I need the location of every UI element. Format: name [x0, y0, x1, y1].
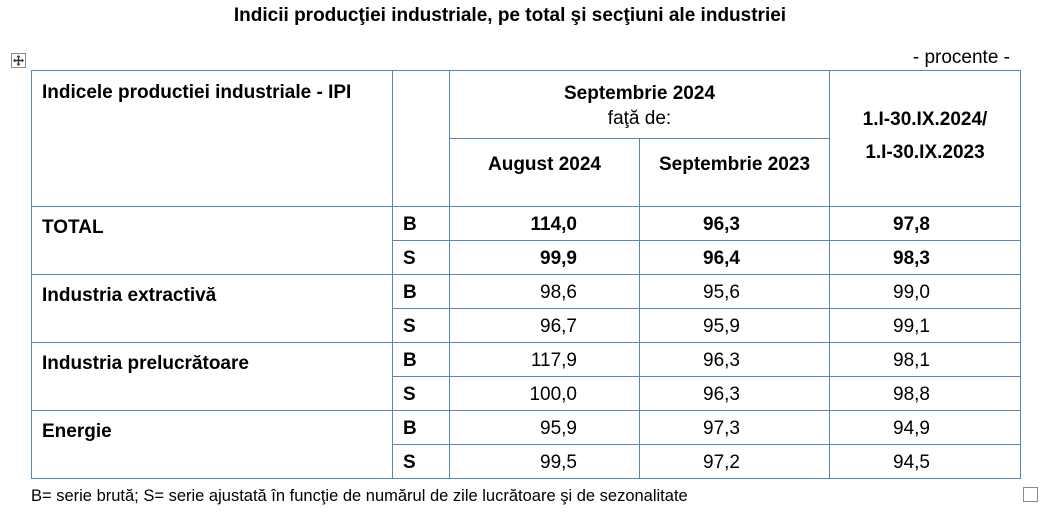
paragraph-end-marker-icon: [1023, 487, 1038, 502]
series-code: B: [392, 274, 450, 309]
header-code-cell: [392, 70, 450, 207]
value-period: 94,5: [829, 444, 1021, 479]
value-period: 98,1: [829, 342, 1021, 377]
table-row-energy-b: Energie B 95,9 97,3 94,9: [31, 410, 1021, 479]
header-row-label: Indicele productiei industriale - IPI: [31, 70, 393, 207]
value-prev-month: 99,5: [449, 444, 640, 479]
header-period-cell: 1.I-30.IX.2024/ 1.I-30.IX.2023: [829, 70, 1021, 207]
header-period-line1: 1.I-30.IX.2024/: [862, 109, 988, 130]
row-label: Industria prelucrătoare: [31, 342, 393, 411]
value-period: 98,3: [829, 240, 1021, 275]
series-code: S: [392, 240, 450, 275]
series-code: S: [392, 376, 450, 411]
value-prev-month: 95,9: [449, 410, 640, 445]
header-prev-year: Septembrie 2023: [639, 138, 830, 207]
header-prev-month: August 2024: [449, 138, 640, 207]
value-period: 97,8: [829, 206, 1021, 241]
value-prev-year: 97,2: [639, 444, 830, 479]
value-prev-year: 96,3: [639, 206, 830, 241]
value-prev-month: 117,9: [449, 342, 640, 377]
header-month: Septembrie 2024: [563, 83, 716, 104]
table-move-handle-icon[interactable]: [11, 53, 26, 68]
value-prev-year: 96,3: [639, 376, 830, 411]
row-label: Industria extractivă: [31, 274, 393, 343]
page-title: Indicii producţiei industriale, pe total…: [233, 5, 787, 26]
series-code: B: [392, 410, 450, 445]
ipi-table: Indicele productiei industriale - IPI Se…: [31, 70, 1021, 479]
series-code: S: [392, 308, 450, 343]
value-prev-year: 95,9: [639, 308, 830, 343]
row-label: Energie: [31, 410, 393, 479]
table-row-total-b: TOTAL B 114,0 96,3 97,8: [31, 206, 1021, 275]
footnote: B= serie brută; S= serie ajustată în fun…: [31, 487, 688, 505]
value-prev-month: 99,9: [449, 240, 640, 275]
value-prev-month: 114,0: [449, 206, 640, 241]
series-code: B: [392, 342, 450, 377]
row-label: TOTAL: [31, 206, 393, 275]
header-compared-to: faţă de:: [607, 108, 672, 129]
series-code: B: [392, 206, 450, 241]
value-period: 99,0: [829, 274, 1021, 309]
move-arrows-icon: [13, 55, 24, 66]
series-code: S: [392, 444, 450, 479]
unit-note: - procente -: [912, 47, 1010, 68]
table-row-manufacturing-b: Industria prelucrătoare B 117,9 96,3 98,…: [31, 342, 1021, 411]
value-prev-month: 100,0: [449, 376, 640, 411]
value-prev-month: 96,7: [449, 308, 640, 343]
header-month-cell: Septembrie 2024 faţă de:: [449, 70, 830, 139]
value-period: 98,8: [829, 376, 1021, 411]
header-period-line2: 1.I-30.IX.2023: [865, 142, 985, 163]
value-prev-year: 95,6: [639, 274, 830, 309]
table-row-extractive-s: S 96,7 95,9 99,1: [32, 308, 1021, 343]
value-prev-month: 98,6: [449, 274, 640, 309]
table-row-extractive-b: Industria extractivă B 98,6 95,6 99,0: [31, 274, 1021, 343]
value-period: 94,9: [829, 410, 1021, 445]
value-prev-year: 96,3: [639, 342, 830, 377]
table-row-manufacturing-s: S 100,0 96,3 98,8: [32, 376, 1021, 411]
value-period: 99,1: [829, 308, 1021, 343]
value-prev-year: 97,3: [639, 410, 830, 445]
value-prev-year: 96,4: [639, 240, 830, 275]
table-row-energy-s: S 99,5 97,2 94,5: [32, 444, 1021, 479]
table-row-total-s: S 99,9 96,4 98,3: [32, 240, 1021, 275]
